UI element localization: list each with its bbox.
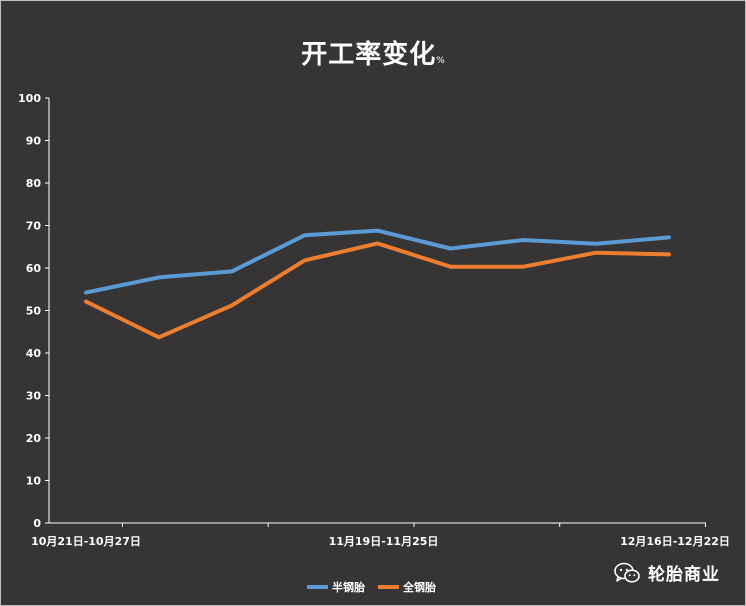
watermark-text: 轮胎商业 bbox=[648, 565, 720, 585]
y-tick-label: 0 bbox=[33, 517, 41, 530]
x-axis: 10月21日-10月27日 11月19日-11月25日 12月16日-12月22日 bbox=[31, 522, 730, 548]
chart-title: 开工率变化% bbox=[0, 34, 746, 71]
y-tick-label: 70 bbox=[26, 220, 42, 233]
y-tick-label: 80 bbox=[26, 177, 42, 190]
y-tick-label: 10 bbox=[26, 475, 42, 488]
series-line-半钢胎 bbox=[84, 228, 671, 295]
x-tick-label: 11月19日-11月25日 bbox=[329, 535, 439, 548]
series-lines bbox=[84, 228, 671, 340]
chart-title-unit: % bbox=[436, 56, 445, 66]
y-tick-label: 90 bbox=[26, 135, 42, 148]
y-tick-label: 40 bbox=[26, 347, 42, 360]
wechat-icon bbox=[614, 562, 640, 583]
legend: 半钢胎 全钢胎 bbox=[307, 580, 436, 594]
series-line-全钢胎 bbox=[84, 241, 671, 340]
y-tick-label: 30 bbox=[26, 390, 42, 403]
x-tick-label: 12月16日-12月22日 bbox=[620, 535, 730, 548]
y-axis: 0 10 20 30 40 50 60 70 80 90 100 bbox=[18, 92, 50, 530]
y-tick-label: 20 bbox=[26, 432, 42, 445]
legend-label: 全钢胎 bbox=[402, 580, 436, 594]
legend-label: 半钢胎 bbox=[332, 580, 365, 594]
y-tick-label: 50 bbox=[26, 305, 42, 318]
x-tick-label: 10月21日-10月27日 bbox=[31, 535, 141, 548]
watermark: 轮胎商业 bbox=[614, 560, 720, 585]
y-tick-label: 100 bbox=[18, 92, 41, 105]
y-tick-label: 60 bbox=[26, 262, 42, 275]
chart-title-text: 开工率变化 bbox=[301, 40, 437, 70]
